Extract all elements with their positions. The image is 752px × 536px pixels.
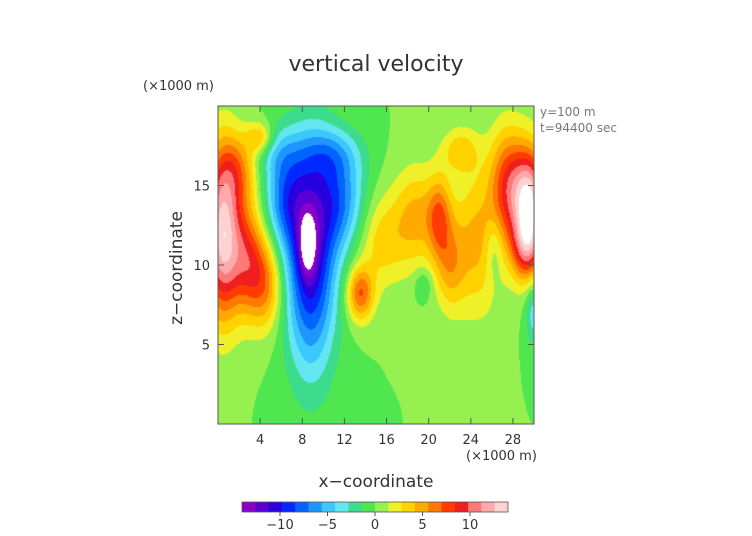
x-unit-label: (×1000 m)	[466, 449, 537, 464]
y-tick-label: 15	[193, 180, 210, 195]
x-tick-label: 12	[336, 433, 353, 448]
colorbar-swatch	[494, 502, 509, 512]
colorbar-swatch	[375, 502, 389, 512]
colorbar-swatch	[428, 502, 442, 512]
colorbar-swatch	[242, 502, 256, 512]
x-tick-label: 24	[463, 433, 480, 448]
y-tick-label: 5	[202, 339, 210, 354]
colorbar: −10 −5 0 5 10	[241, 501, 509, 533]
colorbar-swatch	[295, 502, 309, 512]
colorbar-swatch	[281, 502, 296, 512]
x-tick-label: 20	[420, 433, 437, 448]
colorbar-swatch	[388, 502, 402, 512]
colorbar-swatch	[361, 502, 376, 512]
colorbar-swatch	[321, 502, 336, 512]
colorbar-swatch	[454, 502, 469, 512]
colorbar-swatch	[441, 502, 456, 512]
colorbar-swatch	[308, 502, 323, 512]
colorbar-swatch	[414, 502, 429, 512]
colorbar-swatch	[481, 502, 496, 512]
colorbar-tick-label: −5	[318, 518, 337, 532]
colorbar-swatch	[335, 502, 349, 512]
heatmap-field	[218, 106, 534, 424]
colorbar-swatch	[348, 502, 363, 512]
colorbar-tick-label: 5	[418, 518, 426, 532]
x-tick-label: 16	[378, 433, 395, 448]
y-axis-label: z−coordinate	[167, 211, 187, 325]
x-tick-label: 28	[505, 433, 522, 448]
annotation-y-position: y=100 m	[540, 105, 596, 119]
colorbar-swatch	[268, 502, 283, 512]
y-axis-ticks: 5 10 15	[193, 180, 534, 354]
y-unit-label: (×1000 m)	[143, 79, 214, 94]
colorbar-tick-label: 10	[462, 518, 479, 532]
chart-title: vertical velocity	[288, 52, 463, 77]
colorbar-tick-label: 0	[371, 518, 379, 532]
colorbar-swatch	[401, 502, 416, 512]
colorbar-swatch	[255, 502, 269, 512]
colorbar-tick-label: −10	[266, 518, 293, 532]
y-tick-label: 10	[193, 259, 210, 274]
x-tick-label: 8	[298, 433, 306, 448]
x-tick-label: 4	[256, 433, 264, 448]
x-axis-label: x−coordinate	[319, 472, 434, 492]
annotation-time: t=94400 sec	[540, 121, 617, 135]
x-axis-ticks: 4 8 12 16 20 24 28	[256, 106, 521, 448]
colorbar-swatch	[468, 502, 482, 512]
